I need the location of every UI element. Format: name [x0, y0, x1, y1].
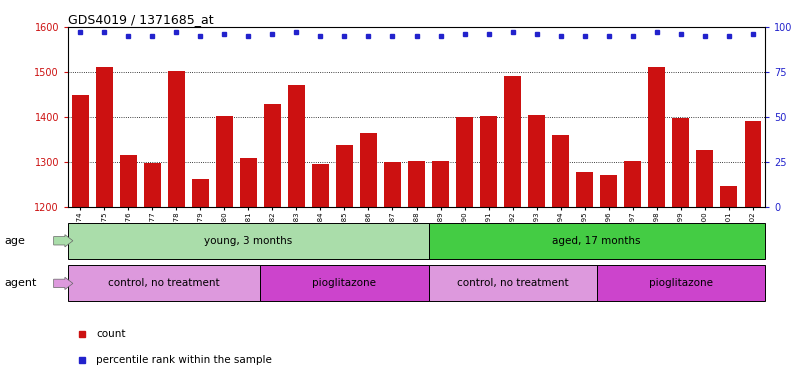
Bar [216, 116, 233, 207]
Bar [480, 116, 497, 207]
Text: agent: agent [4, 278, 36, 288]
Bar [649, 66, 665, 207]
Bar [597, 265, 765, 301]
Bar [505, 76, 521, 207]
Bar [429, 223, 765, 259]
Bar [744, 121, 761, 207]
Text: GDS4019 / 1371685_at: GDS4019 / 1371685_at [68, 13, 214, 26]
Text: count: count [96, 329, 126, 339]
Bar [624, 161, 641, 207]
Bar [120, 156, 136, 207]
Bar [260, 265, 429, 301]
Bar [288, 84, 304, 207]
Text: pioglitazone: pioglitazone [649, 278, 713, 288]
Bar [601, 175, 617, 207]
Bar [96, 68, 112, 207]
Bar [409, 161, 425, 207]
Bar [240, 158, 256, 207]
Bar [720, 186, 737, 207]
Bar [576, 172, 593, 207]
Bar [360, 133, 376, 207]
Bar [144, 163, 160, 207]
Bar [384, 162, 400, 207]
Bar [72, 96, 89, 207]
Text: young, 3 months: young, 3 months [204, 236, 292, 246]
Bar [336, 145, 352, 207]
Bar [68, 223, 429, 259]
Bar [696, 150, 713, 207]
Bar [429, 265, 597, 301]
Bar [433, 161, 449, 207]
Bar [192, 179, 208, 207]
Bar [168, 71, 184, 207]
Text: pioglitazone: pioglitazone [312, 278, 376, 288]
Bar [68, 265, 260, 301]
Bar [528, 115, 545, 207]
Bar [552, 135, 569, 207]
Text: percentile rank within the sample: percentile rank within the sample [96, 355, 272, 365]
Bar [672, 119, 689, 207]
Bar [457, 117, 473, 207]
Text: age: age [4, 236, 25, 246]
Text: control, no treatment: control, no treatment [108, 278, 220, 288]
Bar [264, 104, 280, 207]
Text: control, no treatment: control, no treatment [457, 278, 569, 288]
Text: aged, 17 months: aged, 17 months [553, 236, 641, 246]
Bar [312, 164, 328, 207]
